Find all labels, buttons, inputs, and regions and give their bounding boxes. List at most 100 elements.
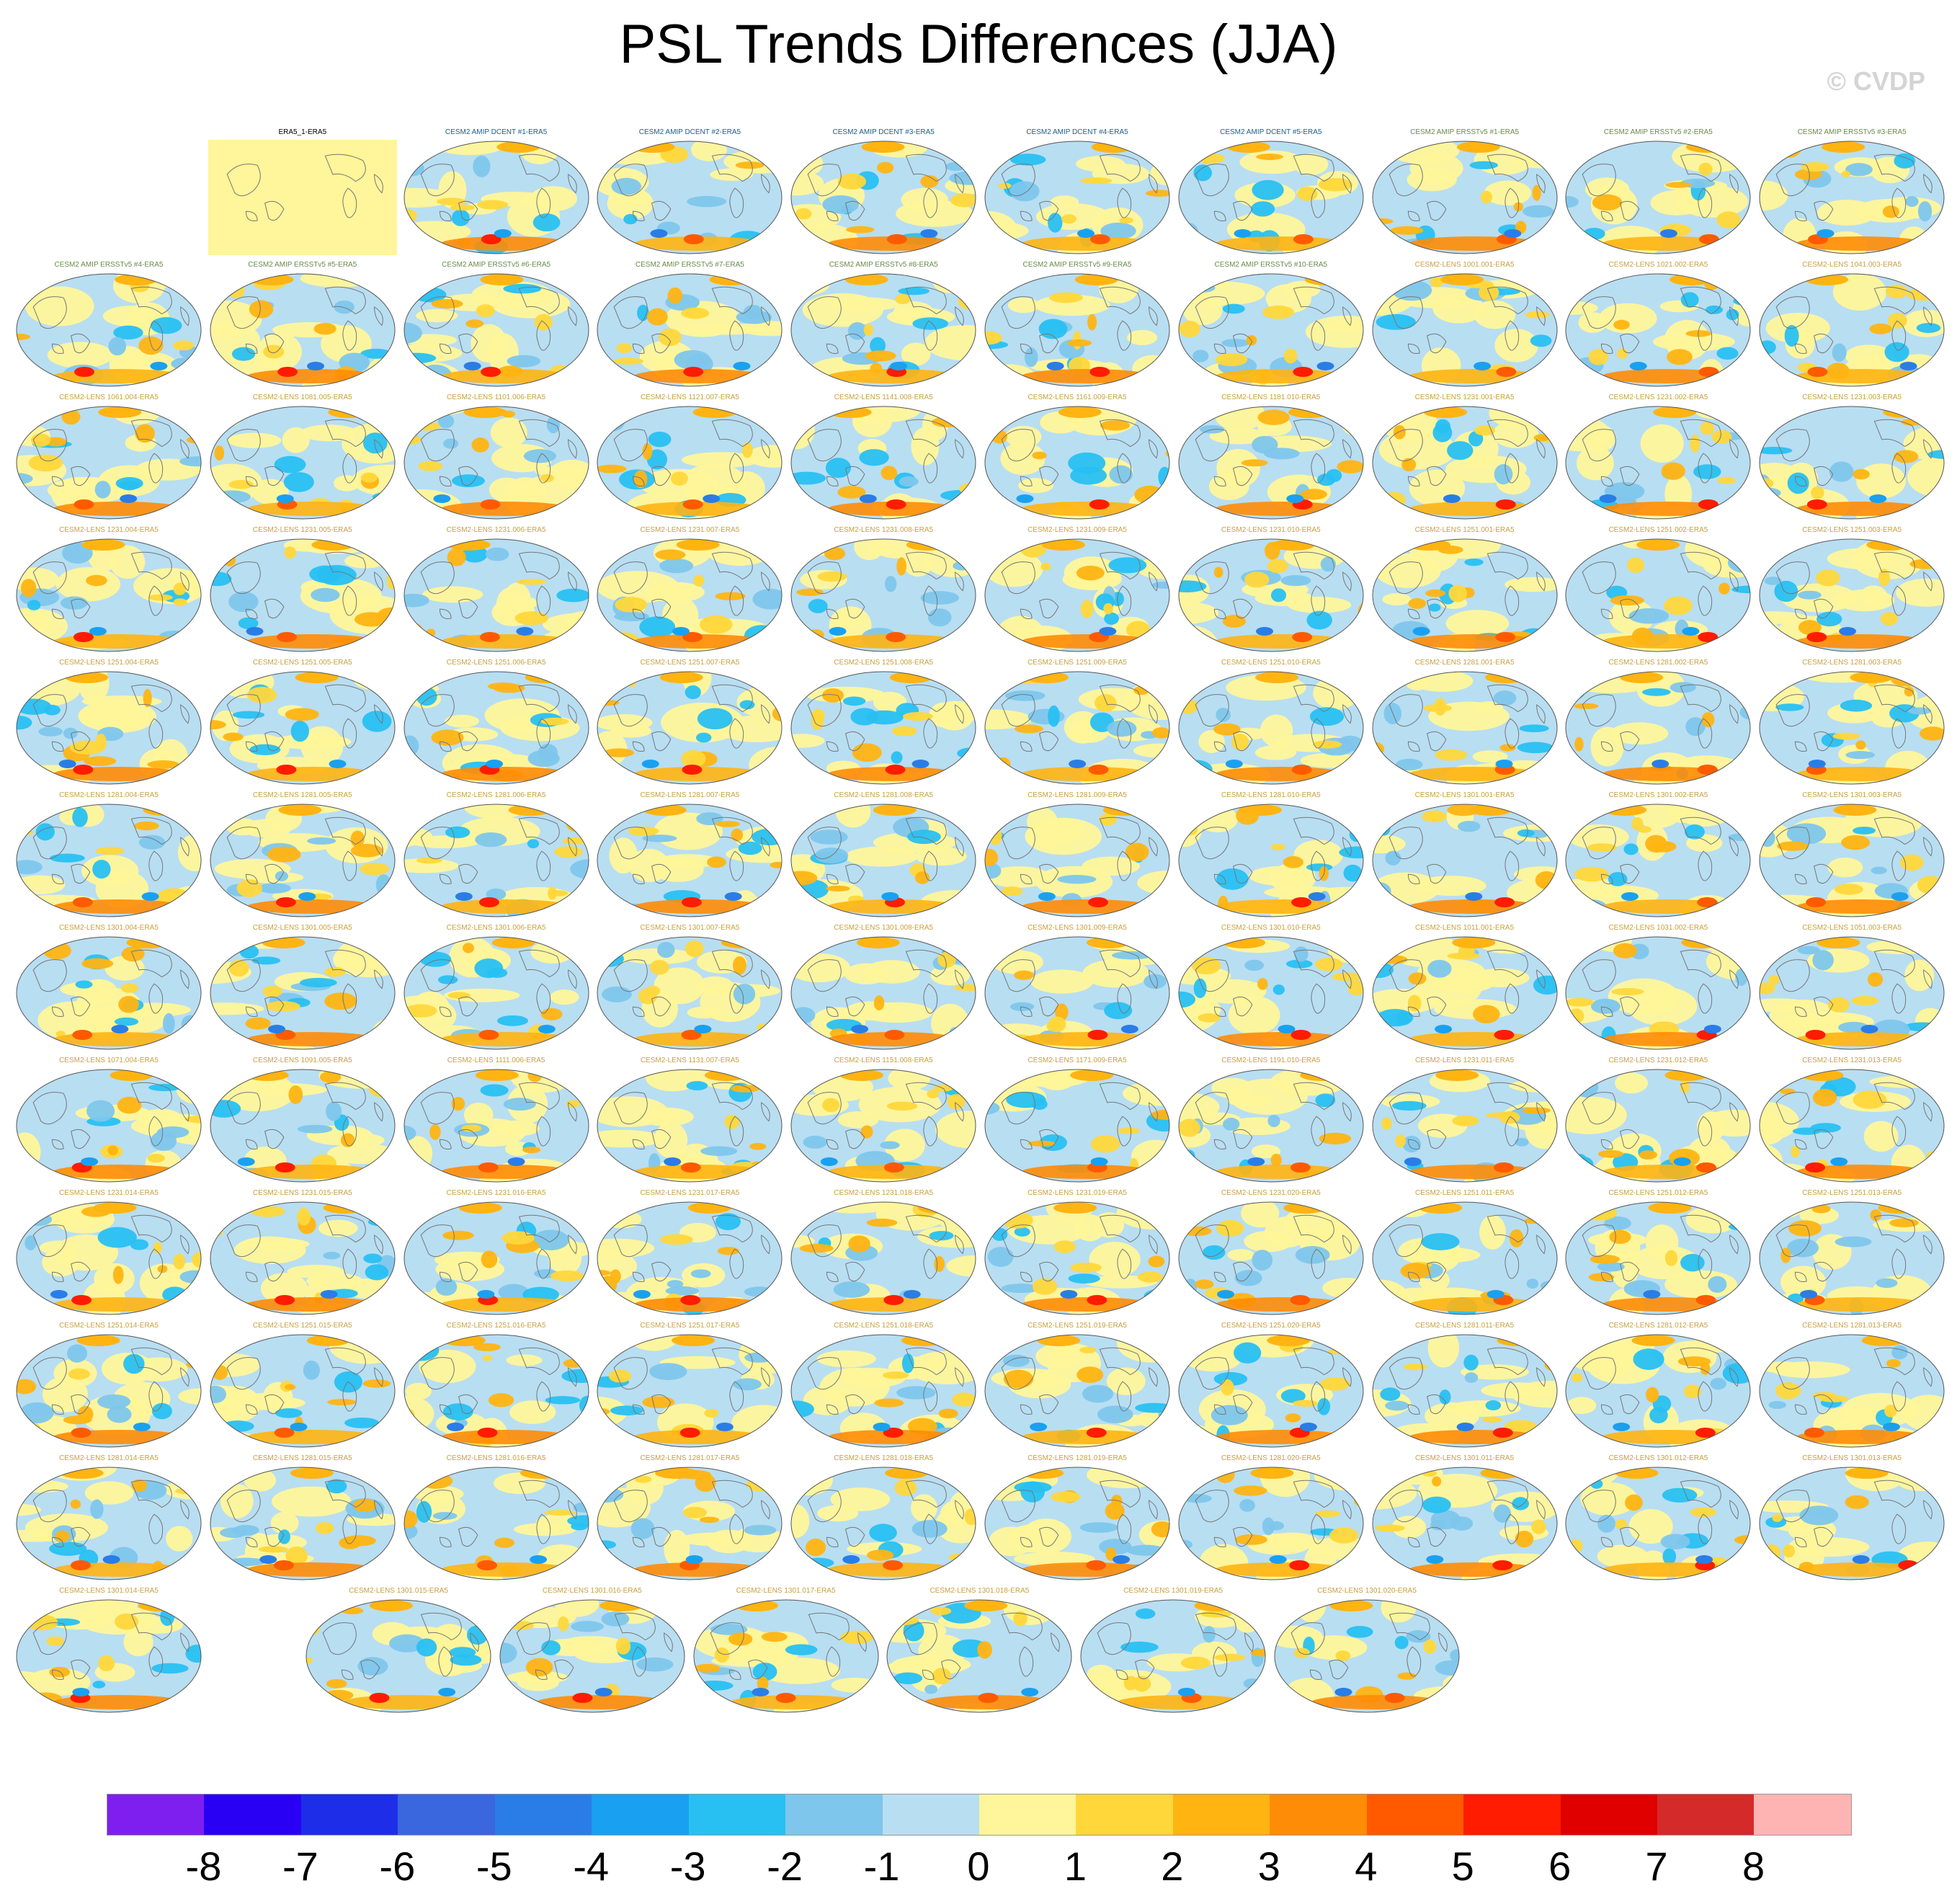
map-plot: [1178, 1069, 1364, 1183]
map-panel: CESM2 AMIP DCENT #4-ERA5: [983, 128, 1172, 259]
map-plot: [1372, 273, 1558, 387]
map-panel: CESM2-LENS 1301.004-ERA5: [14, 924, 203, 1055]
map-panel: CESM2-LENS 1301.003-ERA5: [1757, 791, 1946, 922]
copyright-watermark: © CVDP: [1827, 66, 1925, 96]
map-plot: [16, 1201, 202, 1315]
panel-title: CESM2-LENS 1251.002-ERA5: [1608, 526, 1708, 534]
map-panel: CESM2 AMIP ERSSTv5 #1-ERA5: [1370, 128, 1559, 259]
map-plot: [1759, 936, 1945, 1050]
colorbar-swatch: [107, 1794, 205, 1835]
panel-title: CESM2-LENS 1111.006-ERA5: [447, 1056, 545, 1064]
panel-title: CESM2-LENS 1231.011-ERA5: [1415, 1056, 1515, 1064]
colorbar-tick-label: 0: [967, 1843, 990, 1889]
panel-title: CESM2-LENS 1281.001-ERA5: [1414, 659, 1515, 667]
panel-title: CESM2 AMIP ERSSTv5 #7-ERA5: [635, 261, 744, 269]
map-plot: [1372, 804, 1558, 917]
panel-title: CESM2-LENS 1301.005-ERA5: [252, 924, 352, 932]
colorbar-swatch: [300, 1794, 398, 1835]
map-panel: CESM2 AMIP ERSSTv5 #2-ERA5: [1564, 128, 1752, 259]
map-panel: CESM2-LENS 1231.018-ERA5: [789, 1189, 978, 1320]
panel-title: CESM2-LENS 1231.012-ERA5: [1608, 1056, 1708, 1064]
map-panel: CESM2-LENS 1251.008-ERA5: [789, 659, 978, 790]
map-plot: [1759, 406, 1945, 520]
colorbar-swatch: [882, 1794, 979, 1835]
colorbar-swatch: [592, 1794, 689, 1835]
map-plot: [984, 1467, 1170, 1580]
panel-title: CESM2-LENS 1041.003-ERA5: [1802, 261, 1902, 269]
panel-title: CESM2-LENS 1301.004-ERA5: [59, 924, 159, 932]
panel-title: CESM2-LENS 1191.010-ERA5: [1221, 1056, 1321, 1064]
map-plot: [790, 141, 976, 254]
map-plot: [210, 1467, 396, 1580]
map-panel: CESM2-LENS 1081.005-ERA5: [208, 393, 397, 525]
map-panel: CESM2-LENS 1231.003-ERA5: [1757, 393, 1946, 525]
map-panel: CESM2-LENS 1231.017-ERA5: [595, 1189, 784, 1320]
map-plot: [597, 671, 783, 785]
panel-title: CESM2-LENS 1281.005-ERA5: [252, 791, 352, 799]
map-panel: CESM2-LENS 1231.020-ERA5: [1177, 1189, 1365, 1320]
colorbar: [107, 1794, 1852, 1836]
panel-title: CESM2-LENS 1231.015-ERA5: [252, 1189, 352, 1197]
panel-title: CESM2-LENS 1251.006-ERA5: [446, 659, 546, 667]
map-panel: CESM2-LENS 1231.013-ERA5: [1757, 1056, 1946, 1188]
map-panel: CESM2-LENS 1281.010-ERA5: [1177, 791, 1365, 922]
colorbar-swatch: [1366, 1794, 1464, 1835]
colorbar-tick-label: -5: [476, 1843, 512, 1889]
map-plot: [1274, 1599, 1460, 1713]
map-panel: CESM2-LENS 1021.002-ERA5: [1564, 261, 1752, 392]
map-panel: CESM2-LENS 1151.008-ERA5: [789, 1056, 978, 1188]
map-plot: [208, 140, 397, 255]
map-panel: CESM2-LENS 1181.010-ERA5: [1177, 393, 1365, 525]
panel-title: CESM2-LENS 1231.018-ERA5: [834, 1189, 934, 1197]
map-plot: [404, 141, 589, 254]
panel-title: CESM2 AMIP DCENT #1-ERA5: [445, 128, 548, 136]
map-plot: [1372, 141, 1558, 254]
panel-title: CESM2-LENS 1301.010-ERA5: [1221, 924, 1321, 932]
map-panel: CESM2-LENS 1281.009-ERA5: [983, 791, 1172, 922]
map-panel: CESM2 AMIP ERSSTv5 #5-ERA5: [208, 261, 397, 392]
map-plot: [1565, 1069, 1751, 1183]
map-panel: CESM2-LENS 1251.006-ERA5: [402, 659, 591, 790]
colorbar-swatch: [1172, 1794, 1270, 1835]
colorbar-tick-label: 5: [1451, 1843, 1474, 1889]
panel-title: ERA5_1-ERA5: [278, 128, 327, 136]
map-plot: [16, 804, 202, 917]
map-plot: [499, 1599, 685, 1713]
panel-title: CESM2-LENS 1031.002-ERA5: [1608, 924, 1708, 932]
map-plot: [404, 273, 589, 387]
panel-title: CESM2-LENS 1281.006-ERA5: [446, 791, 546, 799]
map-panel: CESM2-LENS 1301.008-ERA5: [789, 924, 978, 1055]
map-plot: [404, 1467, 589, 1580]
map-plot: [790, 1467, 976, 1580]
map-panel: CESM2-LENS 1251.011-ERA5: [1370, 1189, 1559, 1320]
colorbar-tick-label: -4: [573, 1843, 610, 1889]
panel-title: CESM2-LENS 1281.015-ERA5: [252, 1454, 352, 1462]
map-plot: [1565, 406, 1751, 520]
map-panel: CESM2-LENS 1301.011-ERA5: [1370, 1454, 1559, 1585]
map-panel: CESM2-LENS 1251.017-ERA5: [595, 1322, 784, 1453]
panel-title: CESM2-LENS 1251.001-ERA5: [1414, 526, 1515, 534]
panel-title: CESM2-LENS 1301.001-ERA5: [1414, 791, 1515, 799]
colorbar-boxes: [107, 1794, 1852, 1836]
map-plot: [984, 406, 1170, 520]
map-plot: [984, 804, 1170, 917]
panel-title: CESM2-LENS 1231.006-ERA5: [446, 526, 546, 534]
panel-title: CESM2-LENS 1301.011-ERA5: [1415, 1454, 1515, 1462]
map-plot: [1372, 1334, 1558, 1448]
panel-title: CESM2-LENS 1051.003-ERA5: [1802, 924, 1902, 932]
map-panel: CESM2 AMIP DCENT #2-ERA5: [595, 128, 784, 259]
panel-title: CESM2-LENS 1251.008-ERA5: [834, 659, 934, 667]
panel-title: CESM2-LENS 1231.005-ERA5: [252, 526, 352, 534]
map-plot: [984, 1201, 1170, 1315]
panel-title: CESM2-LENS 1231.004-ERA5: [59, 526, 159, 534]
map-panel: CESM2-LENS 1281.002-ERA5: [1564, 659, 1752, 790]
map-panel: CESM2-LENS 1251.007-ERA5: [595, 659, 784, 790]
map-plot: [597, 804, 783, 917]
map-plot: [790, 273, 976, 387]
map-panel: CESM2-LENS 1091.005-ERA5: [208, 1056, 397, 1188]
map-panel: CESM2-LENS 1121.007-ERA5: [595, 393, 784, 525]
map-plot: [1372, 671, 1558, 785]
map-panel: CESM2-LENS 1171.009-ERA5: [983, 1056, 1172, 1188]
panel-title: CESM2-LENS 1251.004-ERA5: [59, 659, 159, 667]
map-plot: [1759, 273, 1945, 387]
